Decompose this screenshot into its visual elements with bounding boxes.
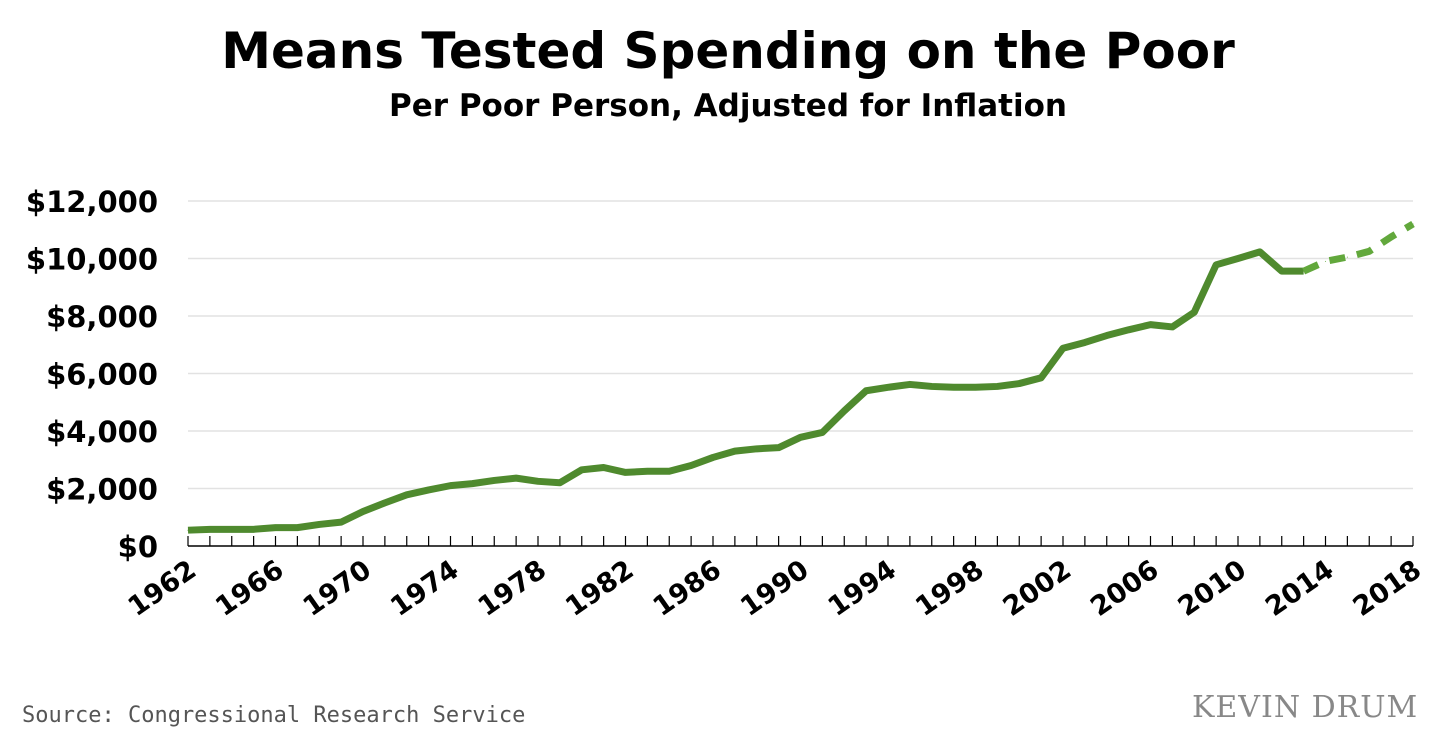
data-point <box>668 470 670 472</box>
chart-title: Means Tested Spending on the Poor <box>221 22 1235 80</box>
data-point <box>209 528 211 530</box>
chart-subtitle: Per Poor Person, Adjusted for Inflation <box>389 88 1067 124</box>
data-point <box>187 529 189 531</box>
data-point <box>1084 341 1086 343</box>
data-point <box>1040 377 1042 379</box>
data-point <box>428 489 430 491</box>
data-point <box>690 465 692 466</box>
data-point <box>1171 326 1173 328</box>
data-point <box>296 527 298 529</box>
data-point <box>515 477 517 479</box>
data-point <box>362 511 364 512</box>
data-point <box>909 383 911 385</box>
data-point <box>1259 251 1261 253</box>
x-tick-label: 1974 <box>385 554 464 623</box>
data-point <box>1237 258 1239 259</box>
data-point <box>471 483 473 485</box>
data-point <box>1128 329 1130 331</box>
x-tick-label: 1994 <box>823 554 902 623</box>
data-point <box>1346 256 1348 258</box>
source-note: Source: Congressional Research Service <box>22 703 526 728</box>
data-point <box>1150 324 1151 326</box>
data-point <box>340 521 342 523</box>
data-point <box>756 448 758 450</box>
data-point <box>821 431 823 433</box>
x-tick-label: 2006 <box>1085 554 1164 623</box>
data-point <box>581 469 583 471</box>
data-point <box>384 502 386 504</box>
data-point <box>1215 264 1217 266</box>
x-tick-label: 1970 <box>298 554 377 623</box>
x-tick-label: 1978 <box>473 554 552 623</box>
x-tick-label: 1982 <box>560 554 639 623</box>
data-point <box>800 436 801 438</box>
data-point <box>1303 270 1305 272</box>
data-point <box>253 528 255 530</box>
y-tick-label: $12,000 <box>26 185 158 219</box>
data-point <box>887 386 889 388</box>
y-tick-label: $0 <box>118 530 158 564</box>
data-point <box>450 485 451 487</box>
data-point <box>931 385 933 387</box>
data-point <box>843 410 845 412</box>
data-point <box>646 470 648 472</box>
data-point <box>1062 347 1064 349</box>
y-tick-label: $8,000 <box>46 300 158 334</box>
series-line-projected <box>1302 220 1415 275</box>
data-point <box>734 450 736 452</box>
x-tick-label: 2018 <box>1348 554 1427 623</box>
data-point <box>1193 311 1195 313</box>
x-tick-label: 1990 <box>735 554 814 623</box>
y-tick-label: $10,000 <box>26 243 158 277</box>
x-tick-label: 1986 <box>648 554 727 623</box>
data-point <box>493 479 495 481</box>
y-tick-label: $4,000 <box>46 415 158 449</box>
data-point <box>865 390 867 392</box>
series-line-actual <box>187 248 1304 534</box>
data-point <box>603 467 605 469</box>
data-point <box>1281 270 1283 272</box>
x-tick-label: 1962 <box>123 554 202 623</box>
x-tick-label: 2002 <box>998 554 1077 623</box>
data-point <box>778 447 780 449</box>
data-point <box>318 523 320 525</box>
data-point <box>996 385 998 387</box>
data-point <box>537 480 539 482</box>
data-point <box>1390 236 1392 238</box>
y-tick-label: $2,000 <box>46 473 158 507</box>
data-point <box>1368 250 1370 252</box>
data-point <box>1018 383 1020 385</box>
data-point <box>975 386 976 388</box>
data-point <box>953 386 955 388</box>
data-point <box>231 528 233 530</box>
data-point <box>1325 260 1326 262</box>
data-point <box>406 494 408 496</box>
x-tick-label: 2010 <box>1173 554 1252 623</box>
data-point <box>712 456 714 458</box>
x-tick-label: 1998 <box>910 554 989 623</box>
data-point <box>559 482 561 484</box>
data-point <box>1412 223 1414 225</box>
data-point <box>1106 335 1108 337</box>
y-tick-label: $6,000 <box>46 358 158 392</box>
data-point <box>275 527 276 529</box>
x-tick-label: 1966 <box>210 554 289 623</box>
x-tick-label: 2014 <box>1260 554 1339 623</box>
data-point <box>625 471 626 473</box>
kevin-drum-logo: KEVIN DRUM <box>1192 690 1419 725</box>
